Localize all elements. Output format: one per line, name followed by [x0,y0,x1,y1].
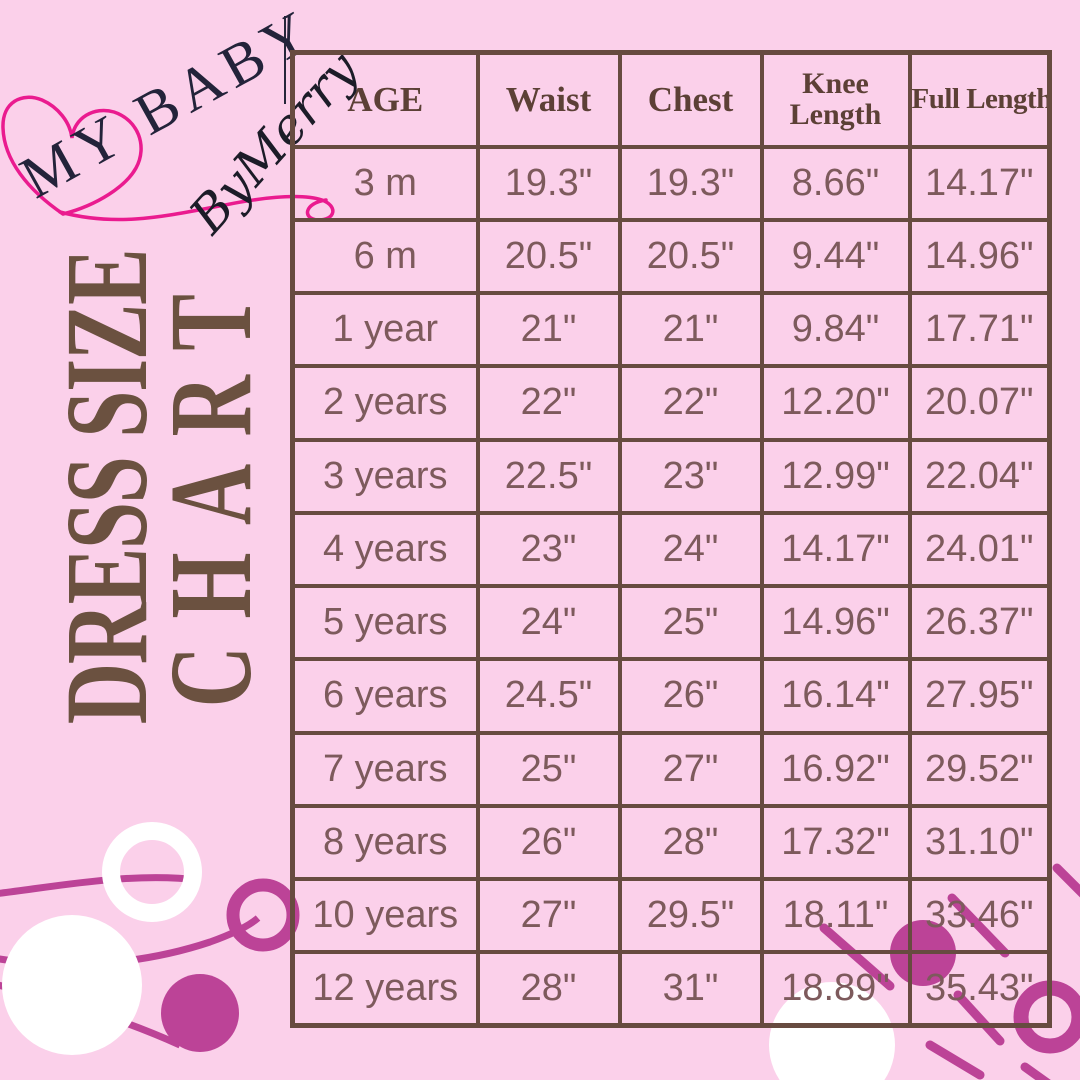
cell-age: 8 years [290,803,480,882]
column-header-waist: Waist [475,50,622,149]
cell-knee-length: 9.84" [759,290,912,369]
table-row: 3 m 19.3" 19.3" 8.66" 14.17" [290,144,1052,222]
cell-waist: 20.5" [475,217,622,296]
cell-knee-length: 16.92" [759,730,912,808]
cell-age: 10 years [290,876,480,955]
cell-knee-length: 8.66" [759,144,912,222]
cell-full-length: 14.17" [907,144,1052,222]
cell-chest: 22" [617,364,764,442]
column-header-full-length: Full Length [907,50,1052,149]
table-row: 5 years 24" 25" 14.96" 26.37" [290,583,1052,662]
cell-waist: 27" [475,876,622,955]
cell-waist: 22.5" [475,437,622,515]
white-circle-icon [2,915,142,1055]
magenta-circle-icon [161,974,239,1052]
column-header-chest: Chest [617,50,764,149]
cell-knee-length: 14.96" [759,583,912,662]
cell-full-length: 14.96" [907,217,1052,296]
magenta-ring-icon [226,878,300,952]
cell-knee-length: 17.32" [759,803,912,882]
cell-chest: 28" [617,803,764,882]
cell-waist: 24.5" [475,657,622,735]
cell-full-length: 33.46" [907,876,1052,955]
cell-waist: 21" [475,290,622,369]
cell-knee-length: 9.44" [759,217,912,296]
title-line-2: CHART [145,266,276,708]
cell-waist: 19.3" [475,144,622,222]
table-row: 8 years 26" 28" 17.32" 31.10" [290,803,1052,882]
cell-waist: 23" [475,510,622,589]
cell-full-length: 17.71" [907,290,1052,369]
cell-waist: 28" [475,950,622,1028]
cell-age: 4 years [290,510,480,589]
white-ring-icon [102,822,202,922]
cell-knee-length: 16.14" [759,657,912,735]
cell-age: 3 years [290,437,480,515]
table-row: 3 years 22.5" 23" 12.99" 22.04" [290,437,1052,515]
table-row: 2 years 22" 22" 12.20" 20.07" [290,364,1052,442]
cell-full-length: 26.37" [907,583,1052,662]
cell-age: 6 m [290,217,480,296]
curve-line-icon [0,874,201,897]
table-row: 6 m 20.5" 20.5" 9.44" 14.96" [290,217,1052,296]
cell-knee-length: 18.11" [759,876,912,955]
cell-waist: 22" [475,364,622,442]
cell-age: 7 years [290,730,480,808]
page-title: DRESS SIZE CHART [41,249,276,725]
cell-age: 12 years [290,950,480,1028]
cell-chest: 20.5" [617,217,764,296]
cell-full-length: 29.52" [907,730,1052,808]
table-row: 10 years 27" 29.5" 18.11" 33.46" [290,876,1052,955]
cell-chest: 23" [617,437,764,515]
table-row: 1 year 21" 21" 9.84" 17.71" [290,290,1052,369]
cell-age: 6 years [290,657,480,735]
table-row: 12 years 28" 31" 18.89" 35.43" [290,950,1052,1028]
cell-full-length: 22.04" [907,437,1052,515]
column-header-age: AGE [290,50,480,149]
cell-knee-length: 12.20" [759,364,912,442]
cell-full-length: 27.95" [907,657,1052,735]
column-header-knee-length: Knee Length [759,50,912,149]
cell-waist: 25" [475,730,622,808]
table-row: 4 years 23" 24" 14.17" 24.01" [290,510,1052,589]
dress-size-table: AGE Waist Chest Knee Length Full Length … [290,50,1052,1028]
cell-waist: 26" [475,803,622,882]
cell-chest: 19.3" [617,144,764,222]
cell-age: 5 years [290,583,480,662]
cell-chest: 31" [617,950,764,1028]
title-line-1: DRESS SIZE [41,249,172,725]
cell-waist: 24" [475,583,622,662]
cell-chest: 29.5" [617,876,764,955]
cell-full-length: 20.07" [907,364,1052,442]
cell-full-length: 35.43" [907,950,1052,1028]
cell-knee-length: 18.89" [759,950,912,1028]
cell-knee-length: 12.99" [759,437,912,515]
cell-age: 1 year [290,290,480,369]
cell-chest: 26" [617,657,764,735]
table-row: 6 years 24.5" 26" 16.14" 27.95" [290,657,1052,735]
cell-full-length: 24.01" [907,510,1052,589]
cell-chest: 24" [617,510,764,589]
cell-chest: 21" [617,290,764,369]
table-row: 7 years 25" 27" 16.92" 29.52" [290,730,1052,808]
cell-age: 3 m [290,144,480,222]
cell-knee-length: 14.17" [759,510,912,589]
cell-chest: 27" [617,730,764,808]
cell-chest: 25" [617,583,764,662]
cell-age: 2 years [290,364,480,442]
cell-full-length: 31.10" [907,803,1052,882]
table-header-row: AGE Waist Chest Knee Length Full Length [290,50,1052,149]
